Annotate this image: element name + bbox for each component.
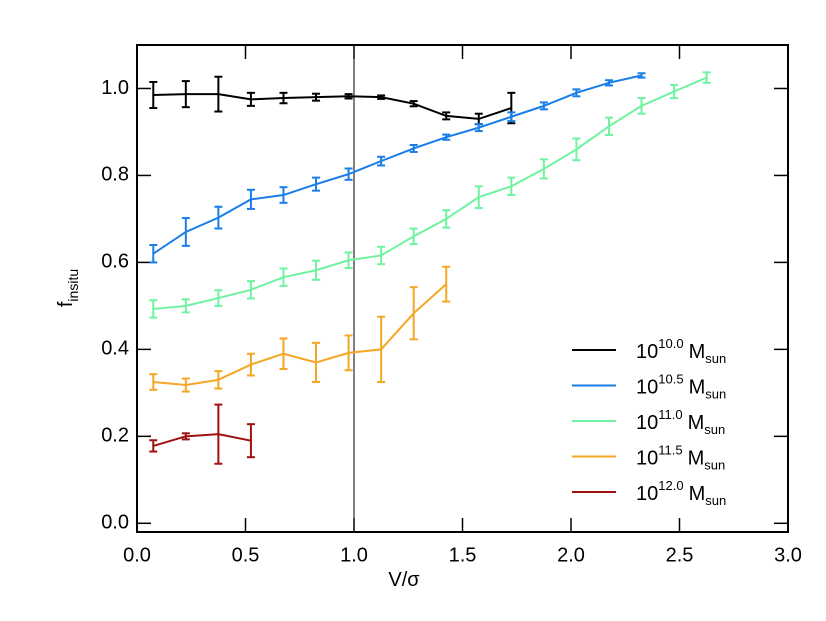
legend-unit: M [689,341,706,363]
legend-base: 10 [636,448,658,470]
series-line [153,93,512,120]
legend-unit-sub: sun [705,387,726,402]
legend-unit-sub: sun [704,422,725,437]
x-tick-label: 1.0 [340,544,368,566]
x-tick-label: 3.0 [774,544,802,566]
x-tick-label: 0.0 [123,544,151,566]
legend-unit-sub: sun [705,493,726,508]
x-axis-label: V/σ [388,569,420,591]
legend-unit-sub: sun [705,351,726,366]
y-tick-label: 0.0 [101,512,129,534]
y-axis-label: finsitu [55,269,81,307]
x-tick-label: 2.5 [666,544,694,566]
legend-unit: M [689,377,706,399]
legend-unit: M [688,448,705,470]
y-axis-label-main: f [55,301,77,307]
legend-label: 1011.5 Msun [636,443,725,473]
series-line [153,76,708,310]
legend-base: 10 [636,412,658,434]
x-tick-label: 2.0 [557,544,585,566]
y-tick-label: 0.4 [101,338,129,360]
y-tick-label: 0.8 [101,164,129,186]
legend-unit-sub: sun [704,458,725,473]
y-tick-label: 0.6 [101,251,129,273]
legend-base: 10 [636,483,658,505]
legend-base: 10 [636,377,658,399]
legend-label: 1010.5 Msun [636,372,726,402]
y-tick-label: 1.0 [101,77,129,99]
legend-label: 1010.0 Msun [636,336,726,366]
legend-label: 1011.0 Msun [636,407,725,437]
legend-exponent: 12.0 [658,478,683,493]
series-line [152,74,642,255]
legend-exponent: 10.0 [658,336,683,351]
legend-exponent: 11.5 [658,443,682,458]
legend-base: 10 [636,341,658,363]
legend-label: 1012.0 Msun [636,478,726,508]
legend-unit: M [689,483,706,505]
legend-exponent: 10.5 [658,372,683,387]
series-line [153,283,447,387]
x-tick-label: 0.5 [232,544,260,566]
x-tick-label: 1.5 [449,544,477,566]
series-line [152,433,252,447]
y-tick-label: 0.2 [101,425,129,447]
y-axis-label-sub: insitu [65,269,81,302]
legend-exponent: 11.0 [658,407,682,422]
legend-unit: M [688,412,705,434]
error-bar [149,80,158,110]
